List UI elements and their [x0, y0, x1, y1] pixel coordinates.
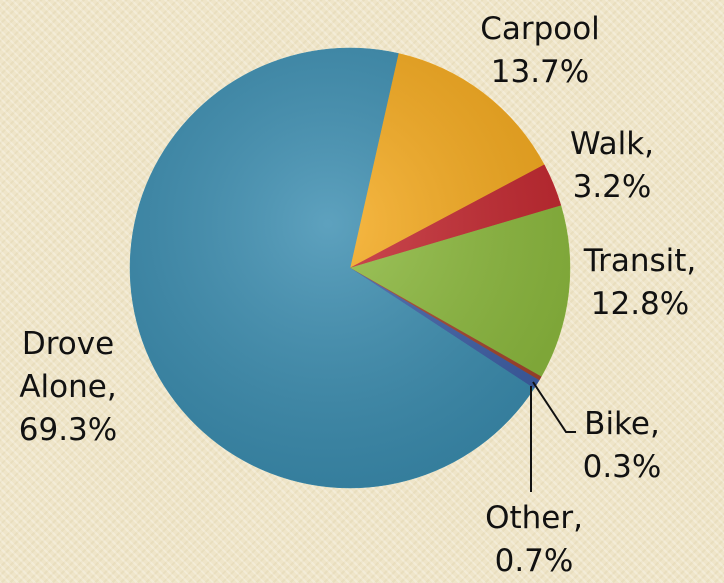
- value-label: 3.2%: [572, 169, 652, 205]
- leader-line: [532, 381, 576, 433]
- pie: [129, 47, 571, 489]
- value-label: 13.7%: [490, 54, 590, 90]
- category-label: Transit,: [583, 243, 697, 279]
- slice-label: Transit, 12.8%: [540, 240, 724, 326]
- category-label: Carpool: [480, 11, 600, 47]
- value-label: 12.8%: [590, 286, 690, 322]
- slice-label: Bike, 0.3%: [522, 403, 722, 489]
- slice-label: Other, 0.7%: [434, 497, 634, 583]
- slice-label: Carpool 13.7%: [440, 8, 640, 94]
- slice-label: Walk, 3.2%: [512, 123, 712, 209]
- category-label: Other,: [485, 500, 583, 536]
- category-label: Drove Alone,: [19, 326, 117, 405]
- value-label: 0.7%: [494, 543, 574, 579]
- category-label: Walk,: [569, 126, 655, 162]
- value-label: 69.3%: [18, 412, 118, 448]
- category-label: Bike,: [584, 406, 660, 442]
- value-label: 0.3%: [582, 449, 662, 485]
- slice-label: Drove Alone, 69.3%: [8, 323, 128, 452]
